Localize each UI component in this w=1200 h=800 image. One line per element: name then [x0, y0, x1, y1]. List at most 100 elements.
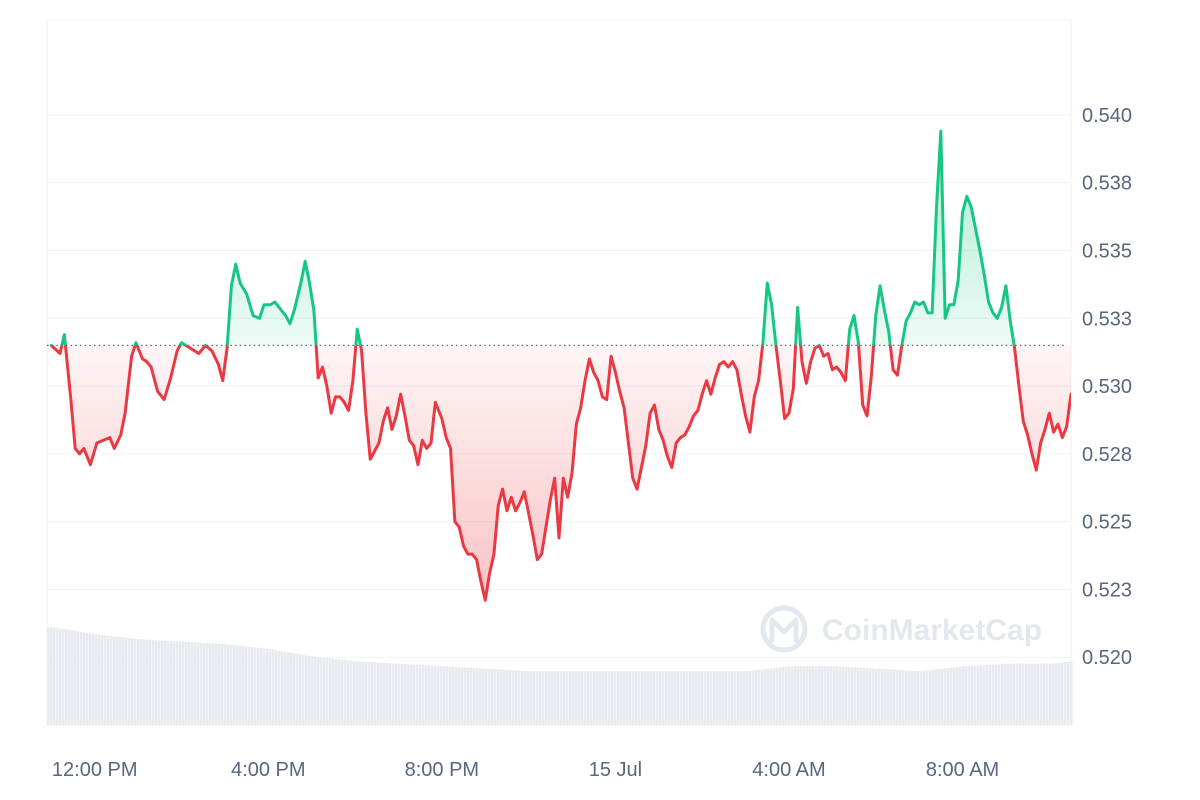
price-point[interactable] — [78, 452, 82, 456]
price-point[interactable] — [652, 403, 656, 407]
price-point[interactable] — [355, 327, 359, 331]
price-point[interactable] — [262, 303, 266, 307]
price-point[interactable] — [416, 463, 420, 467]
price-point[interactable] — [952, 303, 956, 307]
price-point[interactable] — [334, 395, 338, 399]
price-point[interactable] — [943, 316, 947, 320]
price-point[interactable] — [696, 408, 700, 412]
price-point[interactable] — [661, 438, 665, 442]
price-point[interactable] — [869, 373, 873, 377]
price-point[interactable] — [351, 379, 355, 383]
price-point[interactable] — [203, 343, 207, 347]
price-lines[interactable] — [49, 129, 1073, 602]
price-point[interactable] — [338, 395, 342, 399]
price-point[interactable] — [787, 411, 791, 415]
price-point[interactable] — [531, 533, 535, 537]
price-point[interactable] — [210, 349, 214, 353]
price-point[interactable] — [670, 465, 674, 469]
price-point[interactable] — [162, 398, 166, 402]
price-point[interactable] — [514, 509, 518, 513]
price-point[interactable] — [644, 444, 648, 448]
price-point[interactable] — [839, 371, 843, 375]
price-point[interactable] — [718, 362, 722, 366]
price-point[interactable] — [316, 376, 320, 380]
price-line-up[interactable] — [49, 129, 1071, 600]
price-point[interactable] — [744, 414, 748, 418]
price-point[interactable] — [1026, 433, 1030, 437]
price-point[interactable] — [731, 360, 735, 364]
price-point[interactable] — [852, 314, 856, 318]
price-point[interactable] — [251, 314, 255, 318]
price-point[interactable] — [149, 365, 153, 369]
price-point[interactable] — [913, 300, 917, 304]
price-point[interactable] — [865, 414, 869, 418]
price-point[interactable] — [188, 346, 192, 350]
price-point[interactable] — [540, 552, 544, 556]
price-point[interactable] — [119, 433, 123, 437]
price-point[interactable] — [1000, 305, 1004, 309]
price-point[interactable] — [930, 311, 934, 315]
price-point[interactable] — [518, 501, 522, 505]
price-point[interactable] — [974, 227, 978, 231]
price-point[interactable] — [342, 400, 346, 404]
price-point[interactable] — [948, 303, 952, 307]
price-point[interactable] — [108, 436, 112, 440]
price-point[interactable] — [548, 498, 552, 502]
price-point[interactable] — [407, 438, 411, 442]
price-point[interactable] — [566, 495, 570, 499]
price-point[interactable] — [561, 476, 565, 480]
price-point[interactable] — [917, 303, 921, 307]
price-line-down[interactable] — [49, 131, 1071, 602]
price-point[interactable] — [800, 360, 804, 364]
price-point[interactable] — [95, 441, 99, 445]
price-point[interactable] — [600, 395, 604, 399]
price-point[interactable] — [705, 379, 709, 383]
price-point[interactable] — [308, 281, 312, 285]
price-point[interactable] — [425, 446, 429, 450]
price-point[interactable] — [238, 281, 242, 285]
price-point[interactable] — [813, 346, 817, 350]
price-point[interactable] — [678, 436, 682, 440]
price-point[interactable] — [770, 303, 774, 307]
price-point[interactable] — [553, 476, 557, 480]
price-point[interactable] — [197, 352, 201, 356]
price-point[interactable] — [622, 406, 626, 410]
price-point[interactable] — [934, 205, 938, 209]
price-point[interactable] — [809, 360, 813, 364]
price-point[interactable] — [908, 311, 912, 315]
price-point[interactable] — [848, 327, 852, 331]
price-point[interactable] — [373, 449, 377, 453]
price-point[interactable] — [804, 381, 808, 385]
price-point[interactable] — [145, 360, 149, 364]
price-point[interactable] — [722, 360, 726, 364]
price-point[interactable] — [939, 129, 943, 133]
price-point[interactable] — [826, 352, 830, 356]
price-point[interactable] — [522, 490, 526, 494]
price-point[interactable] — [1008, 319, 1012, 323]
price-point[interactable] — [778, 379, 782, 383]
price-point[interactable] — [229, 284, 233, 288]
price-point[interactable] — [444, 436, 448, 440]
price-point[interactable] — [1069, 392, 1073, 396]
price-point[interactable] — [312, 308, 316, 312]
price-point[interactable] — [726, 365, 730, 369]
price-point[interactable] — [739, 392, 743, 396]
price-point[interactable] — [626, 441, 630, 445]
price-point[interactable] — [381, 419, 385, 423]
price-point[interactable] — [700, 392, 704, 396]
price-point[interactable] — [479, 579, 483, 583]
price-point[interactable] — [175, 349, 179, 353]
price-point[interactable] — [692, 414, 696, 418]
price-point[interactable] — [492, 552, 496, 556]
price-point[interactable] — [449, 446, 453, 450]
price-point[interactable] — [216, 362, 220, 366]
price-point[interactable] — [225, 346, 229, 350]
price-point[interactable] — [245, 292, 249, 296]
price-point[interactable] — [713, 376, 717, 380]
price-point[interactable] — [544, 525, 548, 529]
price-point[interactable] — [69, 398, 73, 402]
price-point[interactable] — [904, 319, 908, 323]
price-point[interactable] — [180, 341, 184, 345]
